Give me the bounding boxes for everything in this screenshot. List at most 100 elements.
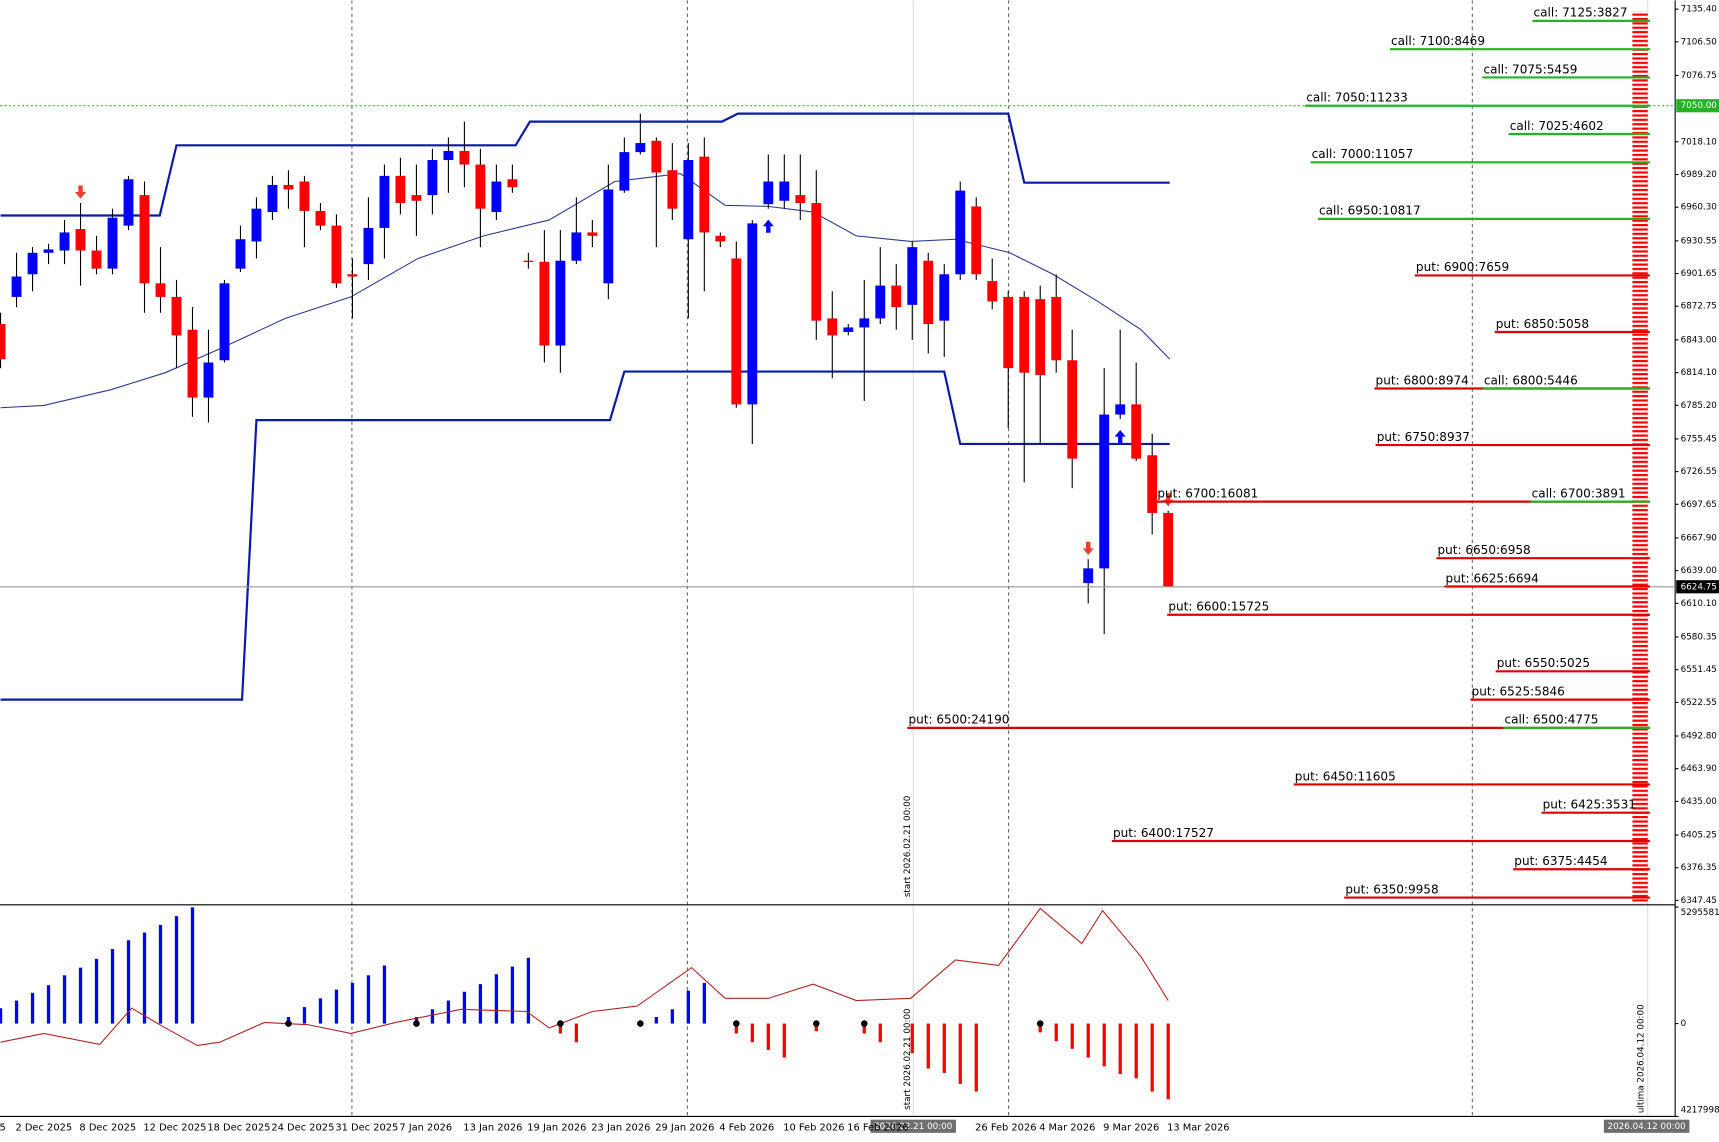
candle-body (811, 203, 822, 321)
histogram-bar (0, 1008, 3, 1024)
candle-body (91, 250, 102, 269)
x-tick-label: 5 (0, 1122, 6, 1133)
histogram-bar (158, 924, 163, 1024)
candle-body (747, 223, 758, 405)
histogram-bar (286, 1016, 291, 1024)
last-price-label: 6624.75 (1681, 582, 1717, 592)
histogram-bar (414, 1016, 419, 1024)
x-tick-label: 26 Feb 2026 (975, 1122, 1036, 1133)
candle-body (27, 252, 38, 275)
histogram-bar (62, 975, 67, 1024)
candle-body (987, 281, 998, 302)
y-tick-label: 6989.20 (1681, 170, 1717, 180)
candle-body (43, 249, 54, 253)
oi-label: call: 7050:11233 (1306, 91, 1408, 105)
x-tick-label: 19 Jan 2026 (527, 1122, 586, 1133)
candle-body (587, 232, 598, 236)
candle-body (459, 150, 470, 165)
candle-body (1035, 299, 1046, 375)
candle-body (1051, 296, 1062, 361)
candle-body (187, 329, 198, 398)
candle-body (1099, 414, 1110, 569)
level-strip (1632, 11, 1648, 904)
candle-body (827, 318, 838, 336)
y-tick-label: 6726.55 (1681, 467, 1717, 477)
candle-body (715, 235, 726, 242)
histogram-bar (734, 1023, 738, 1034)
candle-body (443, 150, 454, 161)
histogram-bar (782, 1023, 786, 1058)
cursor-time: 2026.02.21 00:00 (874, 1122, 952, 1132)
candle-body (907, 247, 918, 305)
oi-label: call: 7100:8469 (1391, 34, 1485, 48)
candle-body (651, 140, 662, 173)
oi-label: call: 7025:4602 (1510, 119, 1604, 133)
histogram-bar (958, 1023, 962, 1084)
histogram-bar (1118, 1023, 1122, 1074)
histogram-bar (302, 1007, 307, 1024)
histogram-bar (190, 907, 195, 1024)
candle-body (571, 232, 582, 261)
oi-label: put: 6650:6958 (1437, 543, 1530, 557)
candle-body (795, 195, 806, 204)
signal-dot (1036, 1020, 1044, 1027)
alert-label: 7050.00 (1681, 101, 1717, 111)
moving-average (0, 173, 1171, 409)
candle-body (203, 362, 214, 398)
oi-label: call: 7075:5459 (1483, 62, 1577, 76)
histogram-bar (478, 984, 483, 1024)
candle-body (1003, 296, 1014, 369)
x-tick-label: 7 Jan 2026 (399, 1122, 452, 1133)
oi-label: put: 6450:11605 (1295, 769, 1396, 783)
candle-body (315, 210, 326, 226)
histogram-bar (78, 967, 83, 1024)
candle-body (331, 225, 342, 284)
signal-line (0, 907, 1169, 1047)
candle-body (347, 274, 358, 277)
histogram-bar (1134, 1023, 1138, 1079)
x-tick-label: 10 Feb 2026 (783, 1122, 844, 1133)
y-tick-label: 7135.40 (1681, 5, 1717, 15)
histogram-bar (510, 966, 515, 1024)
candle-body (1147, 455, 1158, 513)
histogram-bar (462, 991, 467, 1024)
candle-body (555, 260, 566, 346)
oi-label: put: 6600:15725 (1168, 600, 1269, 614)
candle-body (1083, 568, 1094, 584)
signal-dot (813, 1020, 820, 1027)
y-tick-label: 0 (1681, 1019, 1687, 1029)
oi-label: call: 7125:3827 (1534, 6, 1628, 20)
oi-label: put: 6400:17527 (1113, 826, 1214, 840)
y-tick-label: 6667.90 (1681, 533, 1717, 543)
candle-body (619, 152, 630, 191)
histogram-bar (366, 975, 371, 1024)
cursor-box (870, 1119, 956, 1133)
histogram-bar (350, 983, 355, 1024)
candle-body (299, 181, 310, 211)
histogram-bar (334, 989, 339, 1024)
y-tick-label: 6814.10 (1681, 368, 1717, 378)
oi-label: put: 6700:16081 (1157, 486, 1258, 500)
histogram-bar (654, 1016, 658, 1024)
candle-body (59, 232, 70, 251)
candle-body (283, 184, 294, 190)
candle-body (523, 260, 534, 263)
alert-box (1676, 99, 1719, 113)
candle-body (635, 143, 646, 153)
histogram-bar (1166, 1023, 1170, 1100)
candle-body (731, 258, 742, 405)
candle-body (1067, 360, 1078, 459)
candle-body (363, 227, 374, 265)
y-tick-label: 4217998 (1681, 1105, 1719, 1115)
oi-label: put: 6900:7659 (1416, 260, 1509, 274)
histogram-bar (926, 1023, 930, 1069)
y-tick-label: 6639.00 (1681, 566, 1717, 576)
histogram-bar (910, 1023, 914, 1054)
signal-dot (557, 1020, 564, 1027)
y-tick-label: 6785.20 (1681, 401, 1717, 411)
candle-body (395, 175, 406, 204)
histogram-bar (1150, 1023, 1154, 1092)
y-tick-label: 6435.00 (1681, 797, 1717, 807)
histogram-bar (30, 992, 35, 1024)
x-tick-label: 13 Mar 2026 (1167, 1122, 1230, 1133)
